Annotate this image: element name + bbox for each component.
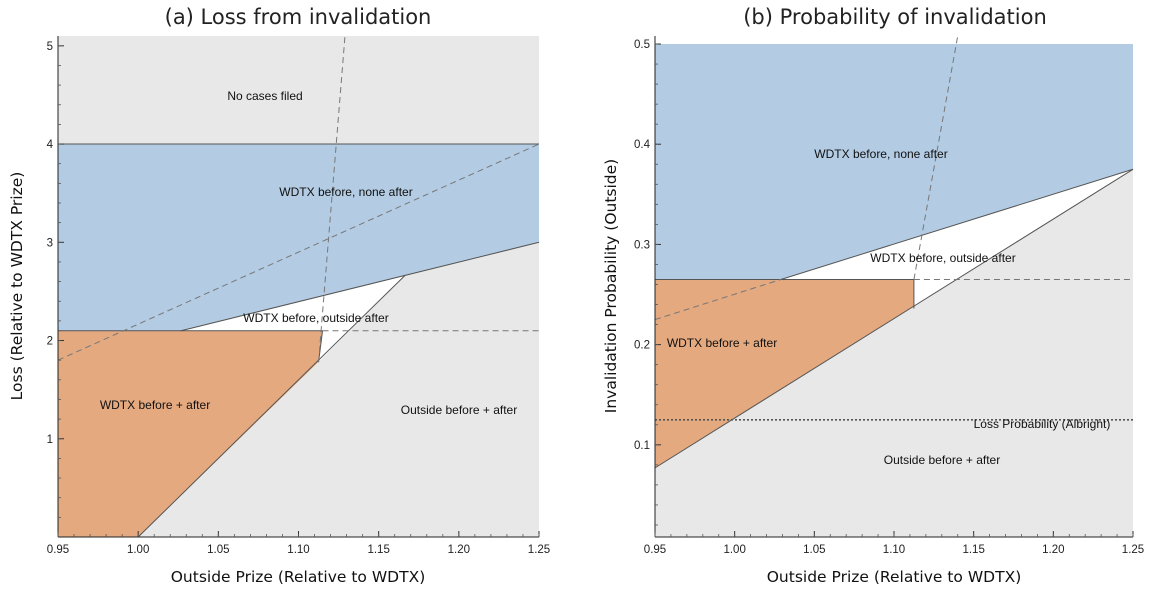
- x-tick-label-b-1: 1.00: [723, 544, 745, 556]
- region-label-wdtx-none: WDTX before, none after: [279, 185, 412, 199]
- y-tick-label-b-4: 0.5: [634, 39, 650, 51]
- region-label-outside-both: Outside before + after: [401, 403, 517, 417]
- region-a-1: [58, 144, 539, 331]
- x-tick-label-b-4: 1.15: [962, 544, 984, 556]
- dashed-line-b-6: [913, 35, 959, 280]
- solid-line-b-1: [780, 168, 1134, 280]
- y-tick-label-b-2: 0.3: [634, 239, 650, 251]
- x-tick-label-a-1: 1.00: [127, 544, 149, 556]
- x-axis-label-b: Outside Prize (Relative to WDTX): [767, 568, 1022, 586]
- region-b-2: [655, 279, 914, 468]
- region-b-3: [655, 169, 1133, 538]
- y-axis-label-a: Loss (Relative to WDTX Prize): [8, 172, 26, 401]
- x-tick-label-a-5: 1.20: [448, 544, 470, 556]
- x-tick-label-b-2: 1.05: [803, 544, 825, 556]
- region-a-0: [58, 36, 539, 145]
- region-b-1: [780, 169, 1133, 309]
- panel-loss-from-invalidation: 0.95 1.00 1.05 1.10 1.15 1.20 1.25 1 2 3 4 5 (a) Lo…: [8, 5, 550, 586]
- region-label-wdtx-none-b: WDTX before, none after: [814, 147, 947, 161]
- region-label-wdtx-outside-b: WDTX before, outside after: [870, 251, 1015, 265]
- region-b-0: [655, 44, 1133, 280]
- chart-title-a: (a) Loss from invalidation: [165, 5, 432, 29]
- y-tick-label-a-3: 4: [47, 139, 54, 151]
- y-axis-label-b: Invalidation Probability (Outside): [602, 159, 620, 413]
- y-tick-label-a-2: 3: [47, 237, 53, 249]
- y-tick-label-b-1: 0.2: [634, 340, 650, 352]
- dashed-line-a-7: [318, 35, 346, 363]
- y-tick-label-a-1: 2: [47, 336, 53, 348]
- dashed-line-b-5: [654, 279, 782, 321]
- annotation-loss-probability: Loss Probability (Albright): [974, 417, 1111, 431]
- x-tick-label-b-6: 1.25: [1122, 544, 1144, 556]
- solid-line-a-3: [137, 274, 406, 538]
- region-label-wdtx-both-b: WDTX before + after: [667, 336, 777, 350]
- dashed-line-a-6: [57, 143, 540, 361]
- region-a-4: [138, 242, 539, 538]
- x-tick-label-a-3: 1.10: [287, 544, 309, 556]
- region-a-3: [58, 330, 323, 537]
- region-label-outside-both-b: Outside before + after: [884, 453, 1000, 467]
- y-tick-label-b-3: 0.4: [634, 139, 651, 151]
- region-label-wdtx-both: WDTX before + after: [100, 398, 210, 412]
- region-label-no-cases: No cases filed: [227, 89, 302, 103]
- x-tick-label-b-0: 0.95: [644, 544, 666, 556]
- x-tick-label-a-2: 1.05: [207, 544, 229, 556]
- x-tick-label-b-5: 1.20: [1042, 544, 1064, 556]
- solid-line-b-2: [654, 168, 1134, 469]
- region-label-wdtx-outside: WDTX before, outside after: [243, 311, 388, 325]
- region-a-2: [181, 275, 406, 363]
- x-tick-label-a-6: 1.25: [528, 544, 550, 556]
- chart-title-b: (b) Probability of invalidation: [743, 5, 1047, 29]
- y-tick-label-a-0: 1: [47, 434, 53, 446]
- solid-line-a-2: [180, 241, 540, 332]
- x-tick-label-a-0: 0.95: [47, 544, 69, 556]
- panel-probability-of-invalidation: 0.95 1.00 1.05 1.10 1.15 1.20 1.25 0.1 0.2 0.3 0.4…: [602, 5, 1144, 586]
- y-tick-label-b-0: 0.1: [634, 440, 650, 452]
- x-tick-label-b-3: 1.10: [883, 544, 905, 556]
- x-axis-label-a: Outside Prize (Relative to WDTX): [171, 568, 426, 586]
- y-tick-label-a-4: 5: [47, 41, 53, 53]
- x-tick-label-a-4: 1.15: [367, 544, 389, 556]
